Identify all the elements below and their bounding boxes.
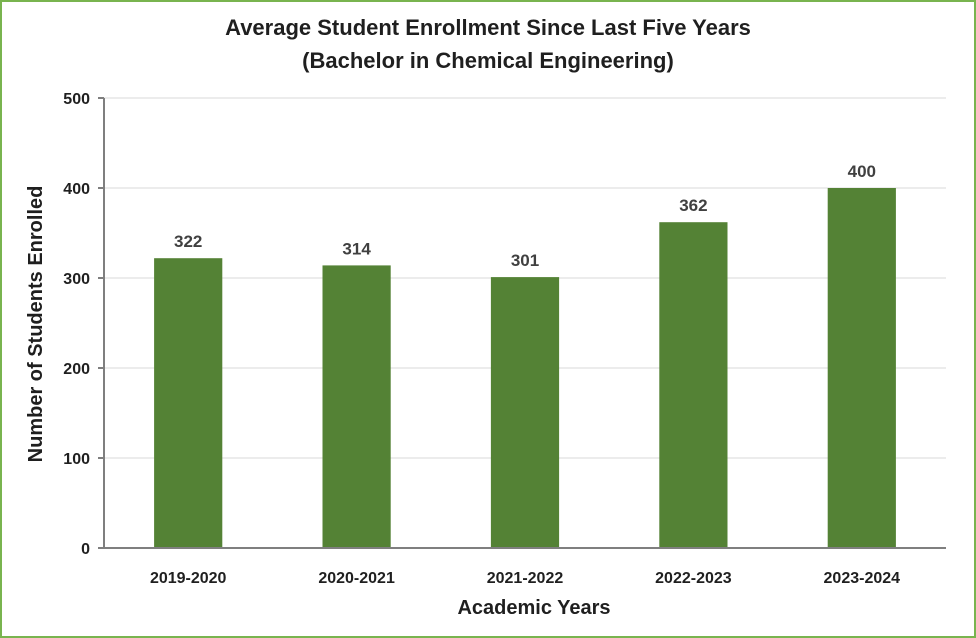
bar [322,265,391,548]
y-tick-label: 100 [63,451,90,468]
y-axis-title: Number of Students Enrolled [25,186,47,463]
x-tick-label: 2022-2023 [655,570,732,587]
x-axis-title: Academic Years [457,597,610,619]
bars [154,188,896,548]
data-labels: 322 314 301 362 400 [174,162,876,270]
data-label: 362 [679,196,707,215]
bar [827,188,896,548]
bar [490,277,560,548]
y-tick-labels: 0 100 200 300 400 500 [63,91,90,558]
chart-title-line-2: (Bachelor in Chemical Engineering) [302,48,674,73]
x-tick-label: 2020-2021 [318,570,395,587]
y-tick-label: 200 [63,361,90,378]
data-label: 314 [342,239,371,258]
data-label: 322 [174,232,202,251]
y-tick-label: 300 [63,271,90,288]
x-tick-label: 2019-2020 [150,570,227,587]
bar [659,222,728,548]
bar [154,258,223,548]
x-tick-label: 2023-2024 [824,570,901,587]
x-tick-labels: 2019-2020 2020-2021 2021-2022 2022-2023 2023… [150,570,900,587]
y-tick-label: 400 [63,181,90,198]
axes [98,97,946,549]
y-tick-label: 500 [63,91,90,108]
x-tick-label: 2021-2022 [487,570,564,587]
data-label: 400 [848,162,876,181]
data-label: 301 [511,251,539,270]
chart-title-line-1: Average Student Enrollment Since Last Fi… [225,15,751,40]
y-tick-label: 0 [81,541,90,558]
